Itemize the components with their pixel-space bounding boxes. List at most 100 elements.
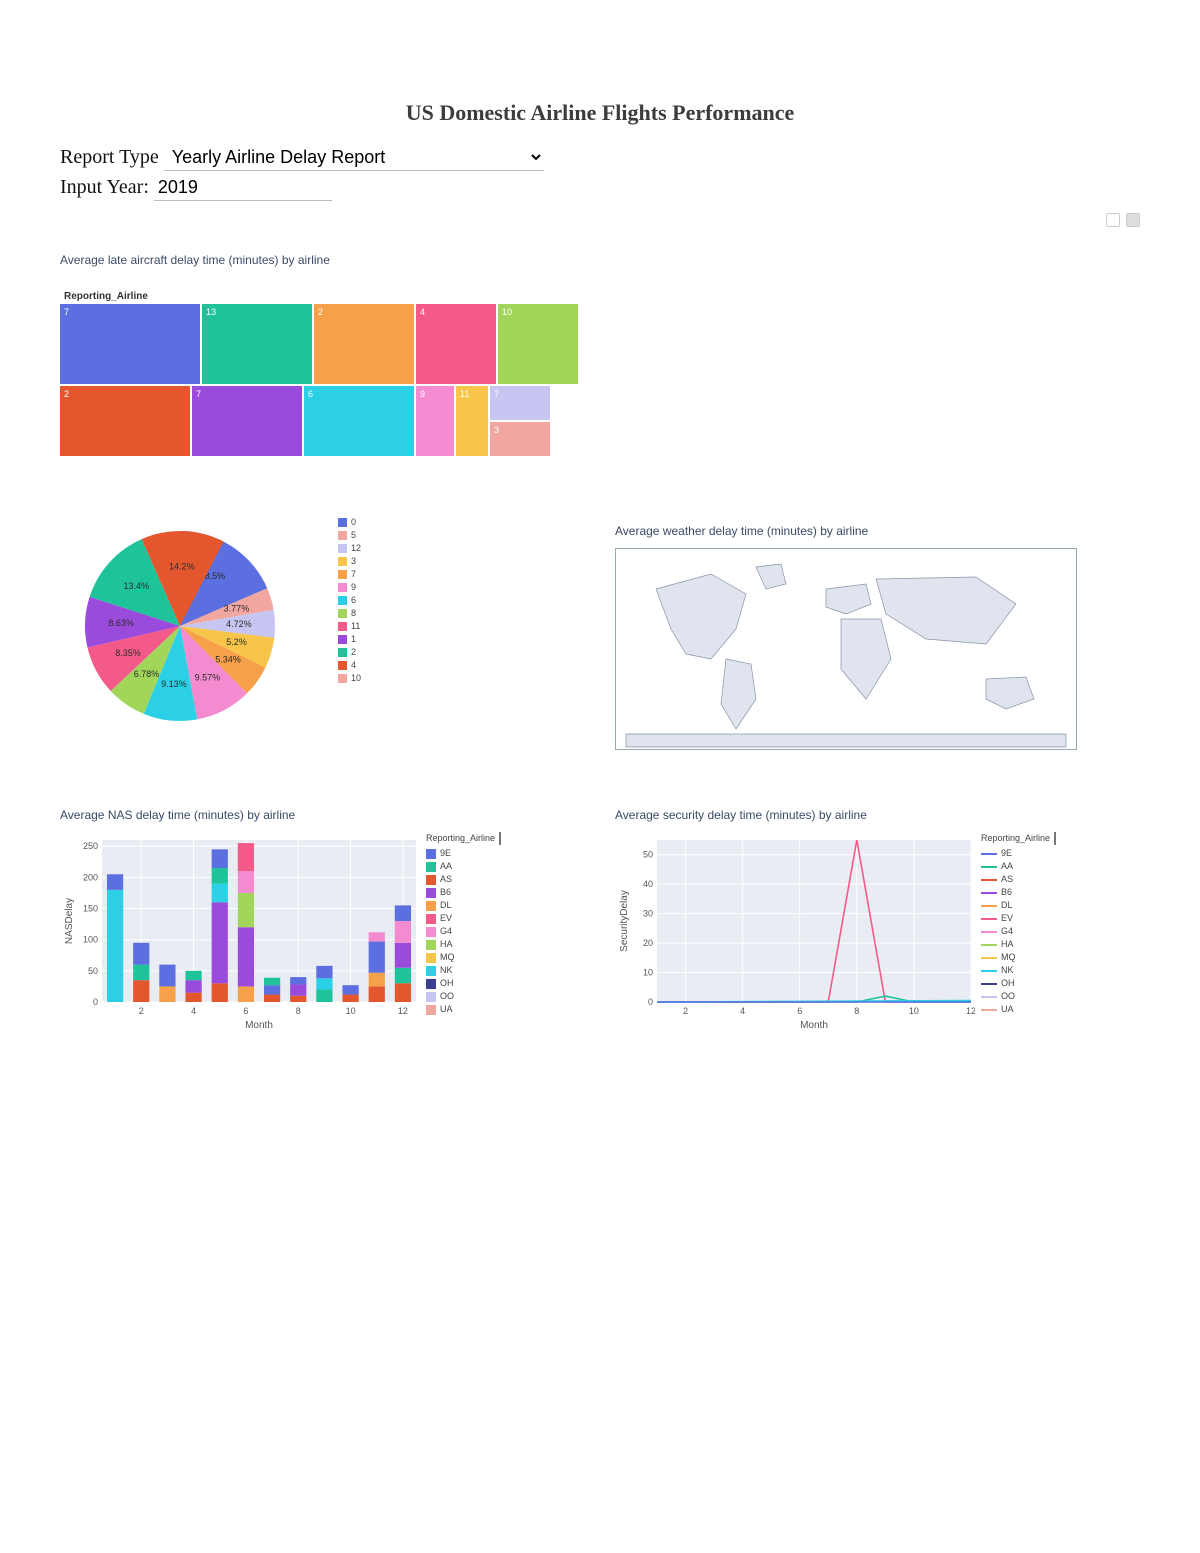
pie-chart[interactable]: 18.5%3.77%4.72%5.2%5.34%9.57%9.13%6.78%8… bbox=[60, 516, 320, 746]
nas-bar-segment[interactable] bbox=[342, 985, 358, 994]
legend-item[interactable]: AS bbox=[981, 873, 1056, 886]
pie-legend-item[interactable]: 6 bbox=[338, 594, 361, 607]
pie-legend-item[interactable]: 9 bbox=[338, 581, 361, 594]
pie-legend-item[interactable]: 1 bbox=[338, 633, 361, 646]
legend-item[interactable]: MQ bbox=[981, 951, 1056, 964]
legend-item[interactable]: G4 bbox=[981, 925, 1056, 938]
nas-bar-segment[interactable] bbox=[316, 966, 332, 978]
input-year-field[interactable] bbox=[154, 175, 332, 201]
nas-bar-segment[interactable] bbox=[133, 965, 149, 981]
treemap-cell[interactable]: 11 bbox=[456, 386, 488, 456]
legend-item[interactable]: HA bbox=[426, 938, 501, 951]
legend-item[interactable]: NK bbox=[426, 964, 501, 977]
treemap-chart[interactable]: 713241027691173 bbox=[60, 304, 600, 456]
legend-item[interactable]: AA bbox=[981, 860, 1056, 873]
nas-bar-segment[interactable] bbox=[369, 942, 385, 973]
nas-bar-segment[interactable] bbox=[342, 995, 358, 1002]
nas-bar-segment[interactable] bbox=[185, 980, 201, 992]
nas-bar-segment[interactable] bbox=[133, 980, 149, 1002]
nas-bar-segment[interactable] bbox=[107, 874, 123, 890]
legend-item[interactable]: NK bbox=[981, 964, 1056, 977]
report-type-select[interactable]: Yearly Airline Delay Report bbox=[164, 144, 544, 171]
nas-bar-segment[interactable] bbox=[395, 905, 411, 921]
legend-item[interactable]: B6 bbox=[981, 886, 1056, 899]
nas-bar-segment[interactable] bbox=[107, 890, 123, 1002]
legend-item[interactable]: MQ bbox=[426, 951, 501, 964]
legend-item[interactable]: AA bbox=[426, 860, 501, 873]
nas-bar-segment[interactable] bbox=[185, 971, 201, 980]
nas-bar-segment[interactable] bbox=[316, 978, 332, 989]
legend-item[interactable]: G4 bbox=[426, 925, 501, 938]
legend-item[interactable]: AS bbox=[426, 873, 501, 886]
treemap-cell[interactable]: 7 bbox=[490, 386, 550, 420]
treemap-cell[interactable]: 10 bbox=[498, 304, 578, 384]
nas-bar-segment[interactable] bbox=[369, 986, 385, 1002]
nas-bar-segment[interactable] bbox=[316, 990, 332, 1002]
nas-bar-segment[interactable] bbox=[369, 932, 385, 941]
legend-item[interactable]: OO bbox=[981, 990, 1056, 1003]
nas-bar-segment[interactable] bbox=[369, 973, 385, 987]
nas-bar-segment[interactable] bbox=[395, 921, 411, 943]
nas-bar-segment[interactable] bbox=[290, 985, 306, 996]
nas-bar-segment[interactable] bbox=[212, 902, 228, 983]
pie-legend-item[interactable]: 3 bbox=[338, 555, 361, 568]
legend-item[interactable]: EV bbox=[426, 912, 501, 925]
toolbar-btn-2[interactable] bbox=[1126, 213, 1140, 227]
legend-item[interactable]: UA bbox=[426, 1003, 501, 1016]
treemap-cell[interactable]: 2 bbox=[314, 304, 414, 384]
nas-bar-segment[interactable] bbox=[264, 985, 280, 994]
treemap-cell[interactable]: 9 bbox=[416, 386, 454, 456]
nas-bar-segment[interactable] bbox=[212, 849, 228, 868]
world-map[interactable] bbox=[615, 548, 1077, 750]
treemap-cell[interactable]: 7 bbox=[60, 304, 200, 384]
nas-bar-segment[interactable] bbox=[290, 996, 306, 1002]
legend-item[interactable]: OH bbox=[981, 977, 1056, 990]
legend-item[interactable]: OH bbox=[426, 977, 501, 990]
pie-legend-item[interactable]: 10 bbox=[338, 672, 361, 685]
pie-legend-item[interactable]: 5 bbox=[338, 529, 361, 542]
legend-item[interactable]: DL bbox=[426, 899, 501, 912]
nas-bar-segment[interactable] bbox=[212, 884, 228, 903]
treemap-cell[interactable]: 2 bbox=[60, 386, 190, 456]
pie-legend-item[interactable]: 8 bbox=[338, 607, 361, 620]
treemap-cell[interactable]: 6 bbox=[304, 386, 414, 456]
security-line-chart[interactable]: 0102030405024681012MonthSecurityDelay bbox=[615, 832, 975, 1032]
pie-legend-item[interactable]: 2 bbox=[338, 646, 361, 659]
nas-bar-segment[interactable] bbox=[290, 977, 306, 984]
treemap-cell[interactable]: 13 bbox=[202, 304, 312, 384]
nas-bar-segment[interactable] bbox=[159, 965, 175, 987]
legend-item[interactable]: B6 bbox=[426, 886, 501, 899]
legend-item[interactable]: 9E bbox=[981, 847, 1056, 860]
nas-bar-segment[interactable] bbox=[185, 993, 201, 1002]
nas-bar-segment[interactable] bbox=[133, 943, 149, 965]
legend-item[interactable]: DL bbox=[981, 899, 1056, 912]
legend-item[interactable]: 9E bbox=[426, 847, 501, 860]
toolbar-btn-1[interactable] bbox=[1106, 213, 1120, 227]
nas-bar-segment[interactable] bbox=[238, 843, 254, 871]
nas-bar-segment[interactable] bbox=[212, 868, 228, 884]
nas-bar-segment[interactable] bbox=[395, 968, 411, 984]
nas-bar-segment[interactable] bbox=[212, 983, 228, 1002]
treemap-cell[interactable]: 3 bbox=[490, 422, 550, 456]
nas-bar-segment[interactable] bbox=[159, 986, 175, 1002]
nas-bar-segment[interactable] bbox=[238, 986, 254, 1002]
nas-bar-segment[interactable] bbox=[264, 978, 280, 985]
treemap-cell[interactable]: 7 bbox=[192, 386, 302, 456]
legend-item[interactable]: HA bbox=[981, 938, 1056, 951]
legend-item[interactable]: EV bbox=[981, 912, 1056, 925]
nas-bar-chart[interactable]: 05010015020025024681012MonthNASDelay bbox=[60, 832, 420, 1032]
nas-bar-segment[interactable] bbox=[238, 871, 254, 893]
pie-legend-item[interactable]: 11 bbox=[338, 620, 361, 633]
treemap-cell[interactable]: 4 bbox=[416, 304, 496, 384]
nas-bar-segment[interactable] bbox=[238, 893, 254, 927]
nas-bar-segment[interactable] bbox=[264, 995, 280, 1002]
pie-legend-item[interactable]: 12 bbox=[338, 542, 361, 555]
legend-item[interactable]: UA bbox=[981, 1003, 1056, 1016]
pie-legend-item[interactable]: 7 bbox=[338, 568, 361, 581]
pie-legend-item[interactable]: 4 bbox=[338, 659, 361, 672]
pie-legend-item[interactable]: 0 bbox=[338, 516, 361, 529]
nas-bar-segment[interactable] bbox=[395, 983, 411, 1002]
nas-bar-segment[interactable] bbox=[395, 943, 411, 968]
legend-item[interactable]: OO bbox=[426, 990, 501, 1003]
nas-bar-segment[interactable] bbox=[238, 927, 254, 986]
